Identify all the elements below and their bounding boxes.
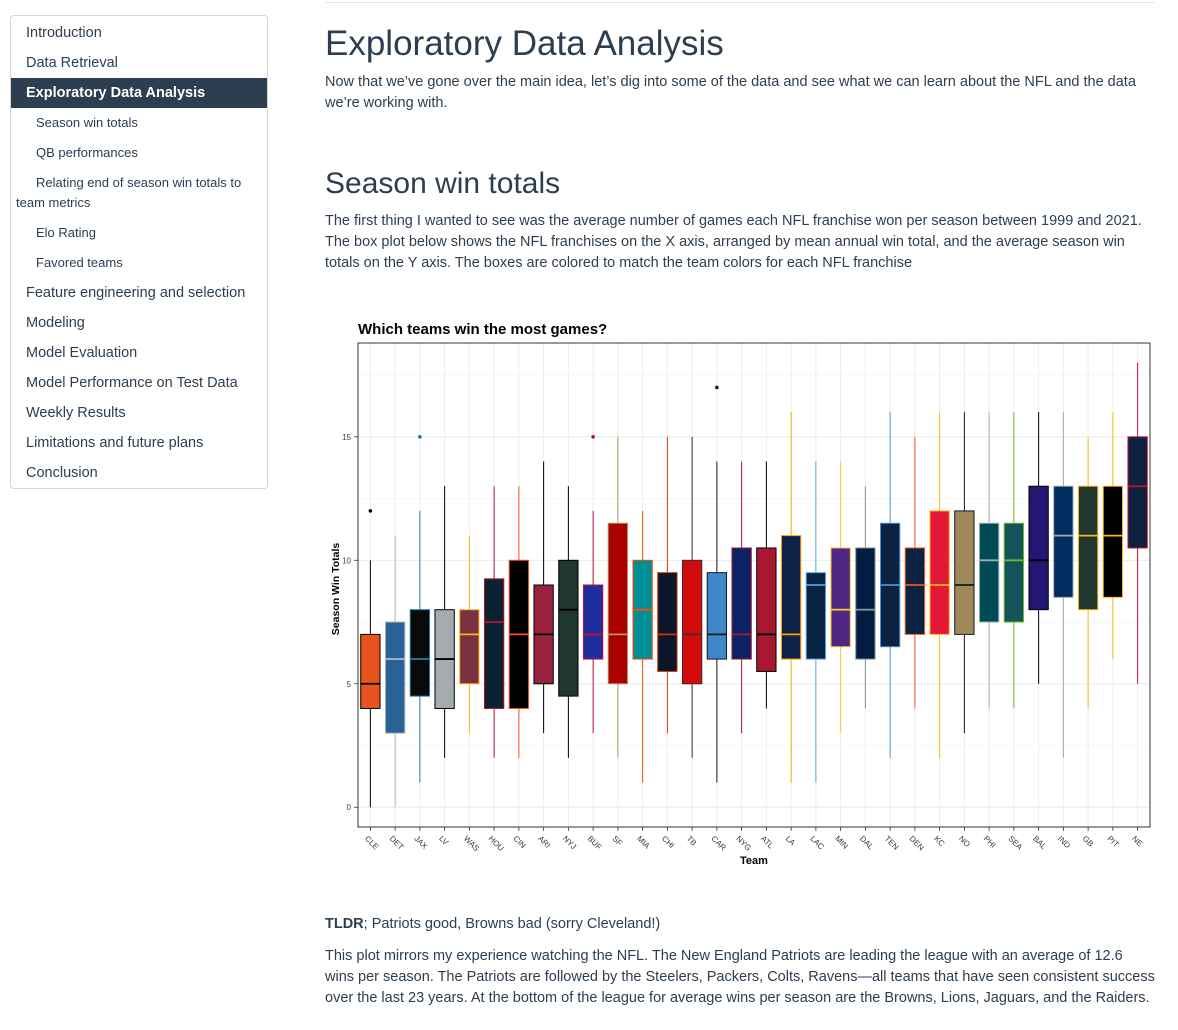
box-outlier (715, 385, 719, 390)
x-tick-label: NE (1130, 834, 1144, 848)
x-tick-label: LV (437, 834, 450, 847)
y-tick-label: 10 (342, 556, 351, 565)
x-tick-label: NO (957, 834, 972, 849)
toc-item[interactable]: Conclusion (26, 465, 98, 481)
box (558, 559, 579, 697)
box-outlier (591, 435, 595, 439)
x-tick-label: JAX (412, 834, 429, 851)
x-tick-label: ATL (759, 834, 776, 851)
win-totals-boxplot: Which teams win the most games? CLE DET JA… (330, 321, 1151, 867)
box (954, 510, 975, 635)
x-tick-label: ARI (536, 834, 552, 850)
x-tick-label: LAC (808, 834, 826, 852)
x-tick-label: IND (1056, 834, 1072, 850)
x-tick-label: CIN (511, 834, 527, 850)
box (1028, 485, 1049, 611)
x-axis-label: Team (740, 855, 768, 867)
box (756, 547, 777, 672)
toc-item[interactable]: QB performances (36, 145, 138, 160)
box (681, 559, 703, 685)
box-outlier (418, 435, 422, 439)
box (706, 572, 728, 660)
toc-item[interactable]: Model Evaluation (26, 345, 138, 361)
chart-title: Which teams win the most games? (358, 321, 607, 338)
x-tick-label: DAL (858, 834, 876, 852)
x-tick-label: DEN (907, 834, 925, 852)
x-tick-label: TB (685, 834, 699, 848)
box (384, 621, 406, 734)
tldr-text: ; Patriots good, Browns bad (sorry Cleve… (363, 916, 661, 932)
x-tick-label: NYJ (561, 834, 578, 851)
toc-item[interactable]: Season win totals (36, 115, 138, 130)
box (805, 572, 827, 660)
toc-item[interactable]: Favored teams (36, 255, 123, 270)
y-tick-label: 5 (347, 680, 352, 689)
toc-item[interactable]: Model Performance on Test Data (26, 375, 238, 391)
box (830, 547, 851, 648)
box (780, 535, 802, 660)
x-tick-label: BAL (1031, 834, 1048, 851)
y-axis-label: Season Win Totals (330, 543, 342, 636)
x-tick-label: DET (388, 834, 406, 852)
box (978, 522, 1000, 623)
x-tick-label: MIN (833, 834, 850, 851)
tldr-label: TLDR (325, 916, 364, 932)
x-tick-label: CAR (709, 834, 727, 852)
box (360, 633, 381, 709)
x-tick-label: WAS (462, 834, 481, 853)
toc-item[interactable]: Feature engineering and selection (26, 285, 246, 301)
section-title: Season win totals (325, 167, 561, 200)
box (657, 572, 678, 672)
x-tick-label: HOU (487, 834, 506, 853)
x-tick-label: PHI (982, 834, 998, 850)
page-title: Exploratory Data Analysis (325, 24, 724, 63)
x-tick-label: SF (610, 834, 624, 848)
box (855, 547, 876, 660)
tldr-paragraph: TLDR; Patriots good, Browns bad (sorry C… (325, 914, 1155, 935)
box (607, 522, 629, 685)
x-tick-label: BUF (586, 834, 604, 852)
x-tick-label: TEN (883, 834, 901, 852)
box (459, 609, 480, 685)
x-tick-label: NYG (734, 834, 753, 853)
x-tick-label: CLE (363, 834, 380, 851)
box (1053, 485, 1074, 598)
toc-item[interactable]: Relating end of season win totals to tea… (16, 175, 242, 210)
top-divider (325, 2, 1155, 3)
x-tick-label: CHI (660, 834, 676, 850)
box-outlier (368, 509, 373, 513)
box (1127, 436, 1148, 549)
box (483, 578, 505, 709)
table-of-contents: Introduction Data Retrieval Exploratory Da… (10, 15, 268, 489)
box (1102, 485, 1124, 598)
y-tick-label: 0 (347, 803, 352, 812)
box (904, 547, 926, 635)
y-tick-label: 15 (342, 433, 351, 442)
box (409, 609, 431, 697)
x-tick-label: LA (784, 834, 798, 848)
box (929, 510, 950, 635)
toc-item[interactable]: Limitations and future plans (26, 435, 204, 451)
x-tick-label: PIT (1105, 834, 1120, 849)
box (1077, 485, 1099, 611)
toc-item[interactable]: Elo Rating (36, 225, 96, 240)
x-tick-label: SEA (1006, 834, 1024, 852)
toc-item[interactable]: Exploratory Data Analysis (11, 78, 267, 108)
intro-paragraph: Now that we’ve gone over the main idea, … (325, 74, 1136, 111)
toc-item[interactable]: Weekly Results (26, 405, 126, 421)
closing-paragraph: This plot mirrors my experience watching… (325, 948, 1155, 1006)
x-tick-label: GB (1081, 834, 1096, 849)
toc-item[interactable]: Modeling (26, 315, 85, 331)
x-tick-label: KC (932, 834, 946, 848)
section-paragraph: The first thing I wanted to see was the … (325, 213, 1142, 271)
box (731, 547, 752, 660)
toc-item[interactable]: Introduction (26, 25, 102, 41)
x-tick-label: MIA (635, 834, 652, 851)
plot-border (357, 342, 1151, 828)
box (582, 584, 604, 660)
box (1003, 522, 1025, 623)
toc-item[interactable]: Data Retrieval (26, 55, 118, 71)
